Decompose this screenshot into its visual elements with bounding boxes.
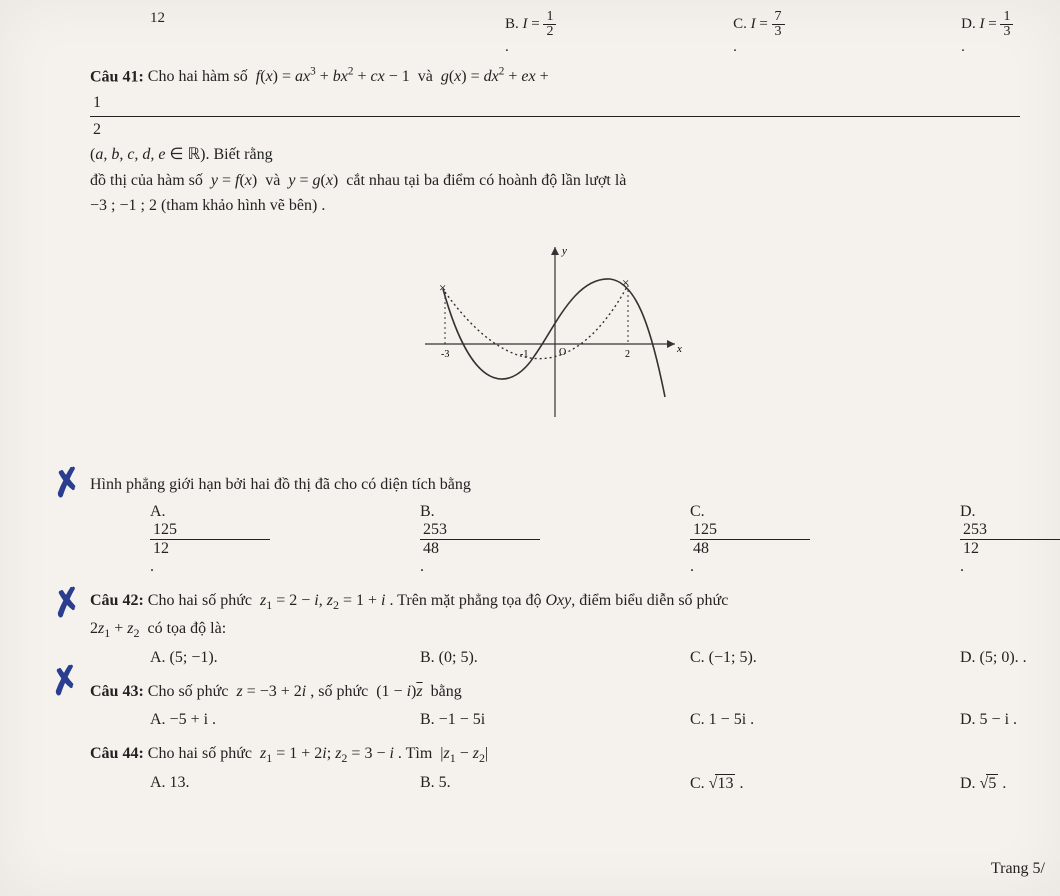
svg-text:x: x bbox=[676, 343, 682, 355]
q41-opt-b: B. 25348 . bbox=[420, 503, 540, 576]
question-43: Câu 43: Cho số phức z = −3 + 2i , số phứ… bbox=[90, 679, 1020, 705]
q43-options: A. −5 + i . B. −1 − 5i C. 1 − 5i . D. 5 … bbox=[150, 711, 1020, 729]
q41-opt-a: A. 12512 . bbox=[150, 503, 270, 576]
question-41: Câu 41: Cho hai hàm số f(x) = ax3 + bx2 … bbox=[90, 64, 1020, 219]
q42-text2: 2z1 + z2 có tọa độ là: bbox=[90, 616, 1020, 643]
left-number: 12 bbox=[150, 10, 165, 56]
pen-mark-icon: ✗ bbox=[48, 459, 86, 506]
page-footer: Trang 5/ bbox=[991, 860, 1045, 878]
question-44: Câu 44: Cho hai số phức z1 = 1 + 2i; z2 … bbox=[90, 741, 1020, 768]
q41-line2: đồ thị của hàm số y = f(x) và y = g(x) c… bbox=[90, 168, 1020, 194]
q42-opt-c: C. (−1; 5). bbox=[690, 649, 810, 667]
svg-text:y: y bbox=[561, 245, 567, 257]
q42-text: Cho hai số phức z1 = 2 − i, z2 = 1 + i .… bbox=[148, 592, 729, 609]
q41-prompt: Hình phẳng giới hạn bởi hai đồ thị đã ch… bbox=[90, 472, 1020, 498]
q43-opt-c: C. 1 − 5i . bbox=[690, 711, 810, 729]
q44-opt-c: C. √13 . bbox=[690, 774, 810, 793]
q43-opt-a: A. −5 + i . bbox=[150, 711, 270, 729]
svg-text:2: 2 bbox=[625, 349, 630, 360]
q43-opt-d: D. 5 − i . bbox=[960, 711, 1060, 729]
q44-label: Câu 44: bbox=[90, 745, 144, 762]
svg-text:-3: -3 bbox=[441, 349, 449, 360]
q42-label: Câu 42: bbox=[90, 592, 144, 609]
q42-options: A. (5; −1). B. (0; 5). C. (−1; 5). D. (5… bbox=[150, 649, 1020, 667]
q41-options: A. 12512 . B. 25348 . C. 12548 . D. 2531… bbox=[150, 503, 1020, 576]
q44-text: Cho hai số phức z1 = 1 + 2i; z2 = 3 − i … bbox=[148, 745, 488, 762]
opt-d-top: D. I = 13 . bbox=[961, 10, 1020, 56]
q42-opt-a: A. (5; −1). bbox=[150, 649, 270, 667]
pen-mark-icon: ✗ bbox=[46, 657, 84, 704]
opt-b-top: B. I = 12 . bbox=[505, 10, 563, 56]
q42-opt-d: D. (5; 0). . bbox=[960, 649, 1060, 667]
graph-svg: y x O -3 -1 2 × × bbox=[415, 237, 695, 437]
pen-mark-icon: ✗ bbox=[48, 579, 86, 626]
q44-opt-a: A. 13. bbox=[150, 774, 270, 793]
previous-question-options: 12 B. I = 12 . C. I = 73 . D. I = 13 . bbox=[150, 10, 1020, 56]
q42-opt-b: B. (0; 5). bbox=[420, 649, 540, 667]
q44-opt-d: D. √5 . bbox=[960, 774, 1060, 793]
q41-line1: Cho hai hàm số f(x) = ax3 + bx2 + cx − 1… bbox=[90, 68, 1020, 163]
q44-options: A. 13. B. 5. C. √13 . D. √5 . bbox=[150, 774, 1020, 793]
q41-opt-d: D. 25312 . bbox=[960, 503, 1060, 576]
q43-text: Cho số phức z = −3 + 2i , số phức (1 − i… bbox=[148, 683, 462, 700]
opt-c-top: C. I = 73 . bbox=[733, 10, 791, 56]
q44-opt-b: B. 5. bbox=[420, 774, 540, 793]
q41-line3: −3 ; −1 ; 2 (tham khảo hình vẽ bên) . bbox=[90, 193, 1020, 219]
q41-graph: y x O -3 -1 2 × × bbox=[90, 237, 1020, 442]
question-42: Câu 42: Cho hai số phức z1 = 2 − i, z2 =… bbox=[90, 588, 1020, 643]
svg-text:-1: -1 bbox=[520, 349, 528, 360]
q41-label: Câu 41: bbox=[90, 68, 144, 85]
q43-label: Câu 43: bbox=[90, 683, 144, 700]
q43-opt-b: B. −1 − 5i bbox=[420, 711, 540, 729]
q41-opt-c: C. 12548 . bbox=[690, 503, 810, 576]
